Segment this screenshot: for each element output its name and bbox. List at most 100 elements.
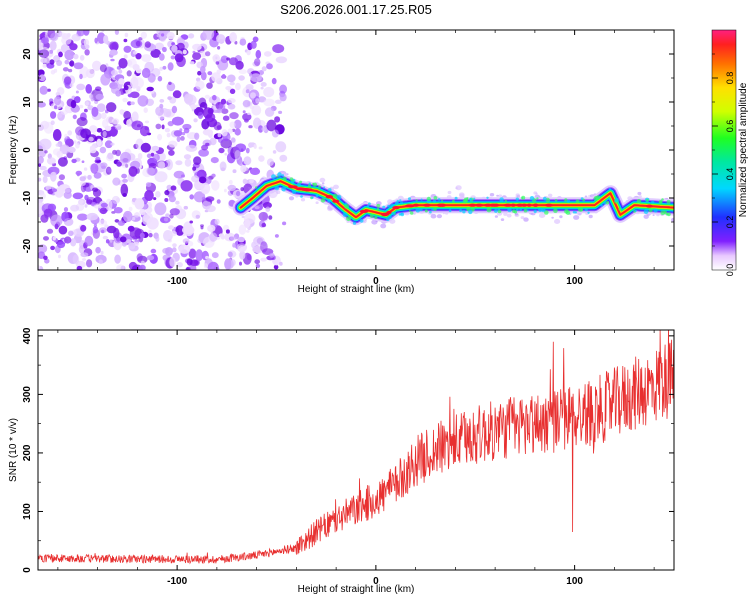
noise-speckle [228,57,239,66]
noise-speckle [227,74,236,83]
band-blotch [382,205,386,209]
noise-speckle [123,45,132,53]
spectrogram-y-label: Frequency (Hz) [8,116,19,185]
band-blotch [533,209,537,213]
noise-speckle [115,149,121,157]
noise-speckle [176,136,181,143]
noise-speckle [84,108,88,113]
noise-speckle [248,125,253,129]
noise-speckle [183,224,194,237]
band-blotch [653,208,658,213]
noise-speckle [275,56,288,64]
noise-speckle [254,206,260,210]
halo-speckle [286,173,289,176]
band-blotch [587,211,590,214]
band-hotspot [475,203,484,207]
noise-speckle [249,178,254,184]
noise-speckle [84,235,94,247]
band-blotch [386,208,389,211]
noise-speckle [64,133,68,139]
noise-speckle [265,206,271,212]
noise-speckle [172,243,177,248]
noise-speckle [56,150,63,159]
noise-speckle [114,124,122,130]
noise-speckle [242,100,251,108]
band-blotch [433,207,437,211]
noise-speckle [135,68,142,74]
noise-speckle [215,61,220,65]
noise-speckle [168,149,175,156]
band-blotch [521,195,526,200]
noise-speckle [168,225,174,230]
band-blotch [565,210,571,215]
noise-speckle [218,138,224,143]
halo-speckle [573,215,580,220]
noise-speckle [38,149,46,158]
noise-speckle [38,145,43,151]
band-blotch [554,198,558,202]
halo-speckle [637,191,642,196]
band-blotch [332,193,338,199]
x-tick-label: 0 [373,276,379,287]
noise-speckle [254,259,260,265]
noise-speckle [167,121,174,127]
noise-speckle [171,45,178,53]
noise-speckle [222,74,226,79]
noise-speckle [79,54,85,61]
noise-speckle [183,154,192,160]
band-blotch [504,199,507,203]
noise-speckle [63,191,72,199]
y-tick-label: -10 [22,190,33,205]
noise-speckle [203,263,208,269]
halo-speckle [515,193,520,197]
noise-speckle [249,167,261,175]
noise-speckle [233,119,242,129]
noise-speckle [86,212,99,221]
noise-speckle [255,263,261,269]
noise-speckle [170,185,177,191]
noise-speckle [274,116,281,123]
noise-speckle [119,236,127,243]
noise-speckle [218,147,225,154]
noise-speckle [245,89,250,94]
halo-speckle [584,195,588,198]
halo-speckle [300,198,306,202]
band-blotch [523,208,528,213]
halo-speckle [447,190,452,195]
noise-speckle [161,124,165,130]
noise-speckle [171,116,184,126]
noise-speckle [63,79,71,86]
noise-speckle [79,104,84,109]
noise-speckle [218,233,225,238]
band-blotch [448,209,452,213]
noise-speckle [91,106,99,117]
noise-speckle [272,150,277,154]
noise-speckle [90,97,95,102]
noise-speckle [171,42,176,46]
band-hotspot [423,203,432,207]
colorbar: 0.0 0.2 0.4 0.6 0.8 Normalized spectral ampl… [711,29,749,276]
band-blotch [513,210,518,214]
x-tick-label: -100 [167,576,187,587]
noise-speckle [38,101,46,108]
halo-speckle [315,201,319,204]
noise-speckle [186,258,193,266]
snr-axes: -100 0 100 0 100 200 300 400 [22,327,674,587]
noise-speckle [224,152,228,156]
noise-speckle [86,199,93,205]
noise-speckle [253,144,257,149]
band-blotch [408,210,411,213]
noise-speckle [53,96,62,106]
noise-speckle [133,50,138,55]
noise-speckle [191,175,200,183]
band-hotspot [511,203,516,207]
noise-speckle [114,30,119,35]
noise-speckle [129,91,140,99]
noise-speckle [266,63,273,70]
band-blotch [281,174,285,177]
noise-speckle [242,110,246,114]
noise-speckle [168,195,176,203]
noise-speckle [137,153,143,160]
noise-speckle [198,176,207,184]
band-blotch [538,207,543,212]
